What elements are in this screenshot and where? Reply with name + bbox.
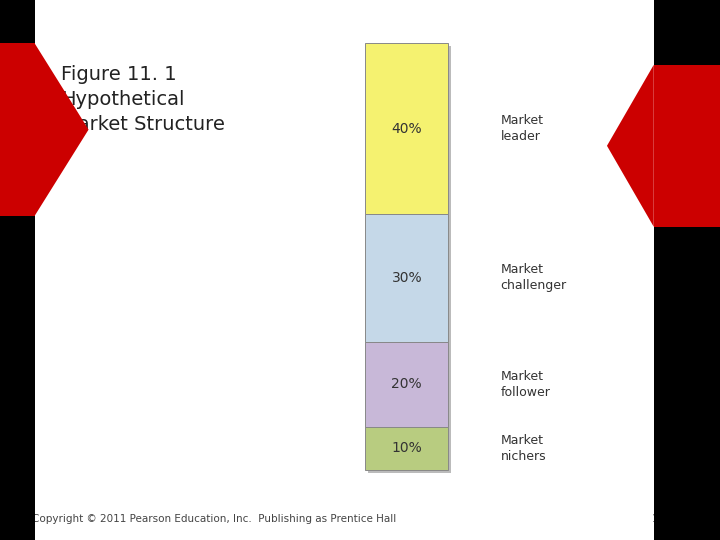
Text: Market
challenger: Market challenger — [500, 264, 567, 292]
Text: 11-3: 11-3 — [652, 514, 675, 524]
Text: 30%: 30% — [392, 271, 422, 285]
Text: Market
follower: Market follower — [500, 370, 550, 399]
Polygon shape — [35, 43, 89, 216]
Bar — [0, 43, 35, 216]
Bar — [365, 214, 448, 342]
Text: 10%: 10% — [392, 442, 422, 455]
Text: Figure 11. 1
Hypothetical
Market Structure: Figure 11. 1 Hypothetical Market Structu… — [61, 65, 225, 134]
Bar — [654, 0, 720, 540]
Text: Copyright © 2011 Pearson Education, Inc.  Publishing as Prentice Hall: Copyright © 2011 Pearson Education, Inc.… — [32, 514, 397, 524]
Text: Market
leader: Market leader — [500, 114, 544, 143]
Text: Market
nichers: Market nichers — [500, 434, 546, 463]
Bar — [0, 0, 35, 540]
Text: 20%: 20% — [392, 377, 422, 392]
Bar — [368, 46, 451, 473]
Polygon shape — [607, 65, 654, 227]
Bar — [365, 427, 448, 470]
Text: 40%: 40% — [392, 122, 422, 136]
Bar — [365, 43, 448, 214]
Bar — [654, 65, 720, 227]
Bar — [365, 342, 448, 427]
